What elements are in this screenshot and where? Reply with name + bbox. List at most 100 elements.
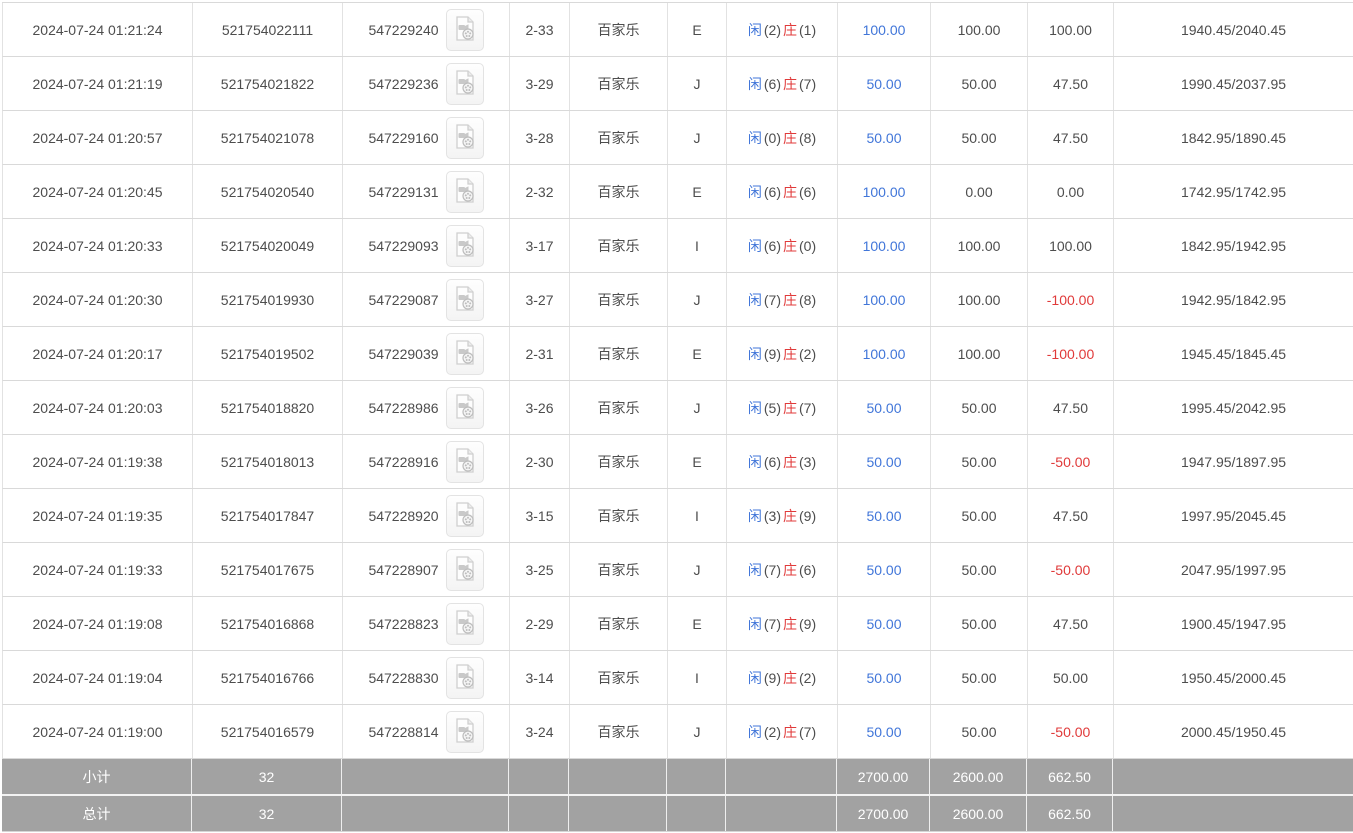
cell-result: 闲 (2) 庄 (7): [727, 705, 838, 758]
bet-amount-link[interactable]: 100.00: [862, 291, 906, 308]
video-file-icon: [453, 447, 477, 477]
cell-table-letter: J: [668, 111, 727, 164]
banker-count: (2): [799, 669, 817, 686]
cell-valid-amount: 50.00: [931, 381, 1028, 434]
video-replay-button[interactable]: [445, 332, 484, 375]
cell-time: 2024-07-24 01:20:45: [3, 165, 193, 218]
cell-time: 2024-07-24 01:19:08: [3, 597, 193, 650]
cell-order-id: 521754020540: [193, 165, 343, 218]
video-replay-button[interactable]: [445, 224, 484, 267]
cell-win-loss: 47.50: [1028, 489, 1114, 542]
cell-table-letter: E: [668, 597, 727, 650]
cell-valid-amount: 50.00: [931, 597, 1028, 650]
round-id-text: 547228814: [368, 723, 439, 740]
video-replay-button[interactable]: [445, 170, 484, 213]
cell-table-round: 3-17: [510, 219, 570, 272]
cell-valid-amount: 50.00: [931, 705, 1028, 758]
cell-round-id: 547228814: [343, 705, 510, 758]
cell-win-loss: -50.00: [1028, 543, 1114, 596]
cell-win-loss: 50.00: [1028, 651, 1114, 704]
cell-game-type: 百家乐: [570, 543, 668, 596]
player-count: (9): [763, 669, 781, 686]
cell-order-id: 521754016868: [193, 597, 343, 650]
cell-table-round: 3-29: [510, 57, 570, 110]
cell-balance: 1940.45/2040.45: [1180, 21, 1287, 38]
bet-amount-link[interactable]: 50.00: [866, 669, 902, 686]
cell-time: 2024-07-24 01:20:03: [3, 381, 193, 434]
video-replay-button[interactable]: [445, 656, 484, 699]
round-id-text: 547229160: [368, 129, 439, 146]
bet-amount-link[interactable]: 50.00: [866, 399, 902, 416]
cell-result: 闲 (9) 庄 (2): [727, 651, 838, 704]
cell-time: 2024-07-24 01:20:17: [3, 327, 193, 380]
video-replay-button[interactable]: [445, 494, 484, 537]
video-replay-button[interactable]: [445, 710, 484, 753]
banker-count: (7): [799, 399, 817, 416]
banker-count: (2): [799, 345, 817, 362]
video-replay-button[interactable]: [445, 548, 484, 591]
cell-game-type: 百家乐: [570, 327, 668, 380]
cell-game-type: 百家乐: [570, 381, 668, 434]
video-replay-button[interactable]: [445, 8, 484, 51]
cell-valid-amount: 50.00: [931, 489, 1028, 542]
banker-count: (9): [799, 507, 817, 524]
video-replay-button[interactable]: [445, 116, 484, 159]
player-label: 闲: [747, 345, 762, 362]
banker-label: 庄: [783, 561, 797, 578]
cell-round-id: 547229087: [343, 273, 510, 326]
cell-table-letter: I: [668, 219, 727, 272]
cell-time: 2024-07-24 01:19:33: [3, 543, 193, 596]
bet-amount-link[interactable]: 100.00: [862, 237, 906, 254]
table-row: 2024-07-24 01:19:08 521754016868 5472288…: [2, 597, 1353, 651]
total-row: 总计 32 2700.00 2600.00 662.50: [2, 796, 1353, 832]
cell-time: 2024-07-24 01:20:30: [3, 273, 193, 326]
bet-amount-link[interactable]: 50.00: [866, 507, 902, 524]
video-replay-button[interactable]: [445, 602, 484, 645]
cell-result: 闲 (7) 庄 (9): [727, 597, 838, 650]
cell-table-round: 2-33: [510, 3, 570, 56]
bet-amount-link[interactable]: 50.00: [866, 723, 902, 740]
bet-amount-link[interactable]: 50.00: [866, 615, 902, 632]
cell-bet-amount: 50.00: [838, 381, 931, 434]
cell-win-loss: 47.50: [1028, 111, 1114, 164]
video-file-icon: [453, 609, 477, 639]
cell-result: 闲 (6) 庄 (6): [727, 165, 838, 218]
video-replay-button[interactable]: [445, 386, 484, 429]
banker-count: (1): [799, 21, 817, 38]
subtotal-empty: [342, 759, 509, 794]
banker-count: (8): [799, 291, 817, 308]
cell-round-id: 547229240: [343, 3, 510, 56]
table-row: 2024-07-24 01:21:24 521754022111 5472292…: [2, 3, 1353, 57]
cell-bet-amount: 100.00: [838, 327, 931, 380]
banker-label: 庄: [783, 237, 797, 254]
cell-bet-amount: 50.00: [838, 543, 931, 596]
video-file-icon: [453, 177, 477, 207]
video-replay-button[interactable]: [445, 278, 484, 321]
cell-table-round: 3-26: [510, 381, 570, 434]
player-label: 闲: [747, 21, 762, 38]
bet-amount-link[interactable]: 50.00: [866, 75, 902, 92]
cell-result: 闲 (9) 庄 (2): [727, 327, 838, 380]
bet-amount-link[interactable]: 100.00: [862, 21, 906, 38]
bet-amount-link[interactable]: 100.00: [862, 183, 906, 200]
cell-bet-amount: 100.00: [838, 165, 931, 218]
bet-amount-link[interactable]: 50.00: [866, 129, 902, 146]
cell-round-id: 547229236: [343, 57, 510, 110]
cell-order-id: 521754020049: [193, 219, 343, 272]
bet-amount-link[interactable]: 100.00: [862, 345, 906, 362]
video-file-icon: [453, 555, 477, 585]
video-file-icon: [453, 231, 477, 261]
cell-round-id: 547229160: [343, 111, 510, 164]
video-replay-button[interactable]: [445, 440, 484, 483]
video-file-icon: [453, 15, 477, 45]
total-win-loss: 662.50: [1027, 796, 1113, 831]
cell-game-type: 百家乐: [570, 489, 668, 542]
cell-order-id: 521754017847: [193, 489, 343, 542]
cell-win-loss: -100.00: [1028, 327, 1114, 380]
video-replay-button[interactable]: [445, 62, 484, 105]
player-label: 闲: [747, 669, 762, 686]
cell-bet-amount: 50.00: [838, 57, 931, 110]
bet-amount-link[interactable]: 50.00: [866, 561, 902, 578]
bet-amount-link[interactable]: 50.00: [866, 453, 902, 470]
cell-time: 2024-07-24 01:21:24: [3, 3, 193, 56]
